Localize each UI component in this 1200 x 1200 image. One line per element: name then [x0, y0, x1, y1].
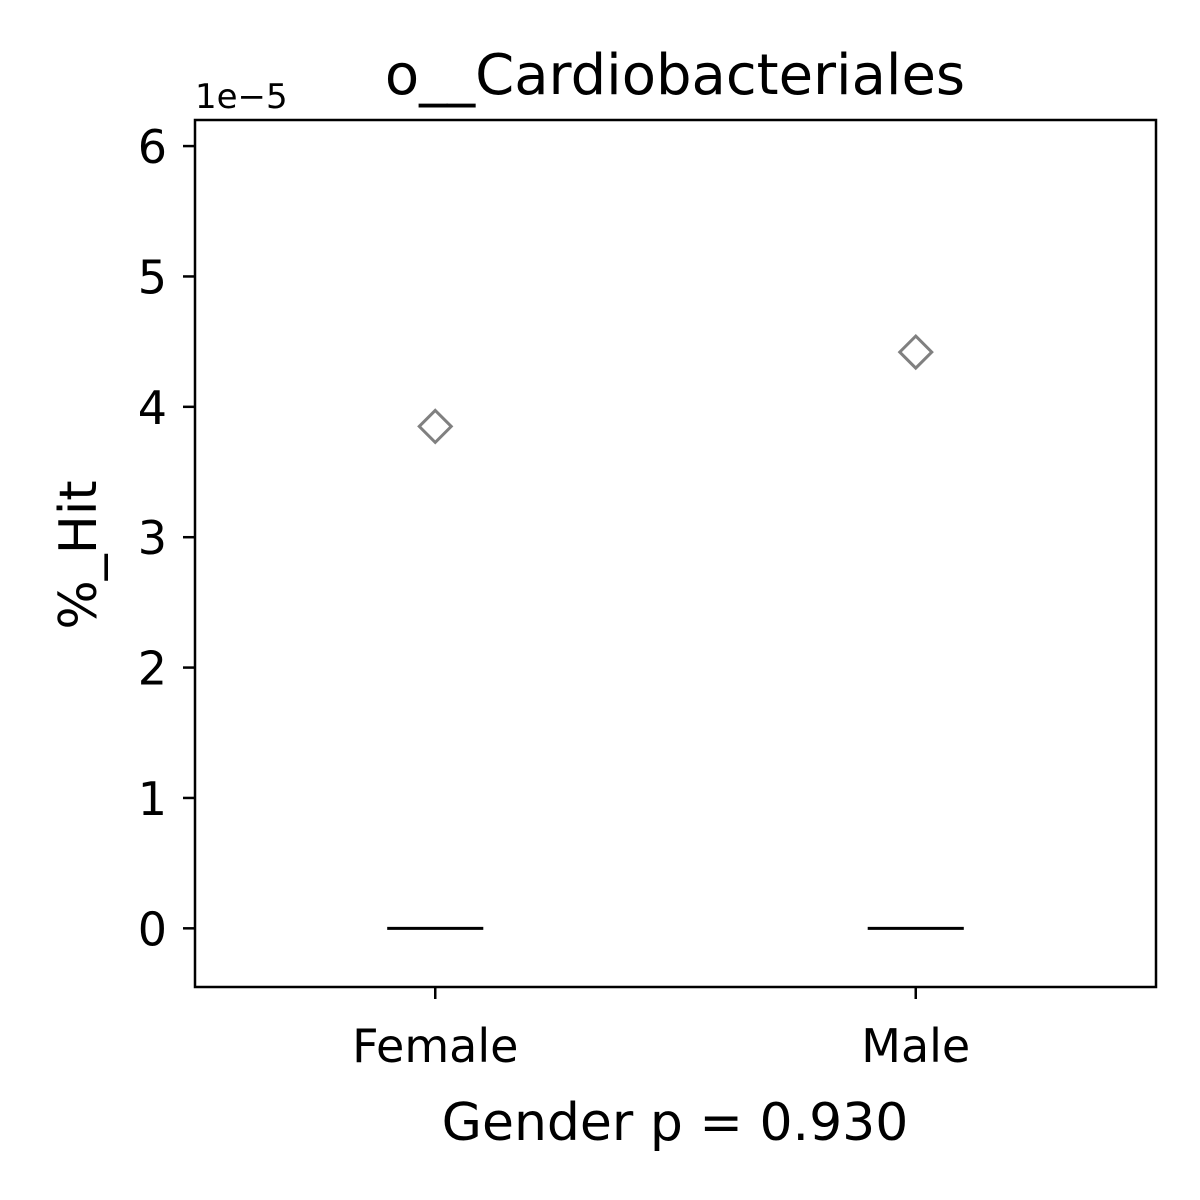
y-tick-label: 1 [138, 772, 167, 826]
box-male [867, 333, 964, 930]
y-tick-label: 0 [138, 902, 167, 956]
y-tick-label: 5 [138, 250, 167, 304]
x-axis: Female Male [352, 987, 970, 1073]
x-tick-label: Female [352, 1019, 518, 1073]
y-tick-label: 3 [138, 511, 167, 565]
axes-frame [193, 118, 1158, 989]
outlier-point [417, 408, 454, 445]
y-tick-label: 4 [138, 381, 167, 435]
x-axis-label: Gender p = 0.930 [442, 1093, 909, 1153]
y-tick-label: 2 [138, 642, 167, 696]
x-tick-label: Male [861, 1019, 970, 1073]
outlier-point [897, 333, 934, 371]
y-offset-label: 1e−5 [195, 77, 288, 117]
y-axis: 0 1 2 3 4 5 6 [138, 120, 195, 956]
y-axis-label: %_Hit [49, 480, 109, 629]
box-female [387, 408, 484, 930]
plot-area [387, 333, 964, 930]
y-tick-label: 6 [138, 120, 167, 174]
chart-title: o__Cardiobacteriales [385, 43, 965, 108]
